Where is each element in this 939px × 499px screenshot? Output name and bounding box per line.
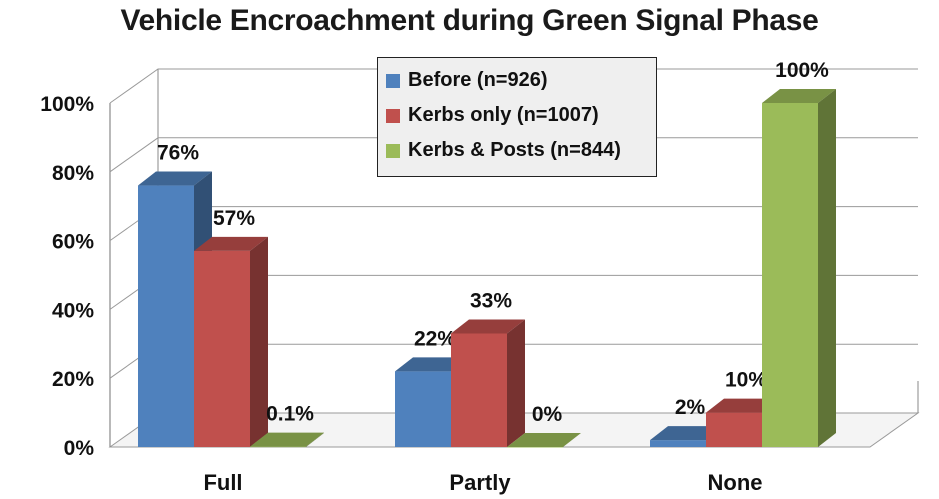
bar [194,236,268,447]
y-tick-label: 80% [52,162,94,185]
legend-label-kerbs-only: Kerbs only (n=1007) [408,104,599,126]
bar [507,433,581,448]
legend: Before (n=926) Kerbs only (n=1007) Kerbs… [377,57,657,177]
bar-front [451,333,507,447]
bar-top [138,171,212,186]
legend-label-before: Before (n=926) [408,69,548,91]
bar [451,319,525,447]
bar-top [762,89,836,103]
bar-front [762,103,818,447]
bar-front [138,185,194,447]
data-label: 57% [213,207,255,230]
bar-front [395,371,451,447]
data-label: 0.1% [266,403,314,426]
bar-top [706,398,780,413]
bar-front [706,412,762,447]
y-tick-label: 100% [40,93,94,116]
data-label: 2% [675,396,706,419]
bar-front [194,250,250,447]
bar-top [507,433,581,447]
legend-label-kerbs-posts: Kerbs & Posts (n=844) [408,139,621,161]
bar-front [507,447,563,448]
bar-side [818,89,836,447]
y-tick-label: 0% [64,437,95,460]
legend-item-kerbs-posts: Kerbs & Posts (n=844) [386,133,648,168]
bar-front [650,440,706,447]
data-label: 0% [532,403,563,426]
bar-top [650,426,724,441]
chart-title: Vehicle Encroachment during Green Signal… [120,4,819,37]
data-label: 22% [414,327,456,350]
legend-swatch-before [386,73,400,88]
data-label: 33% [470,289,512,312]
gridline [109,137,918,173]
bar [762,89,836,447]
data-label: 76% [157,142,199,165]
bar [250,432,324,448]
legend-item-before: Before (n=926) [386,63,648,98]
bar-top [250,432,324,447]
legend-swatch-kerbs-posts [386,143,400,158]
data-label: 100% [775,59,829,82]
bar-top [194,236,268,251]
bar-top [395,357,469,372]
x-tick-label: Full [203,470,242,495]
y-tick-label: 40% [52,299,94,322]
bar-side [507,319,525,447]
y-tick-label: 20% [52,368,94,391]
gridline [109,68,918,104]
x-tick-label: None [708,470,763,495]
bar-side [306,432,324,447]
y-tick-label: 60% [52,231,94,254]
bar-top [451,319,525,334]
bar-front [250,446,306,448]
x-tick-label: Partly [449,470,511,495]
bar-side [250,236,268,447]
legend-item-kerbs-only: Kerbs only (n=1007) [386,98,648,133]
data-label: 10% [725,369,767,392]
legend-swatch-kerbs-only [386,108,400,123]
